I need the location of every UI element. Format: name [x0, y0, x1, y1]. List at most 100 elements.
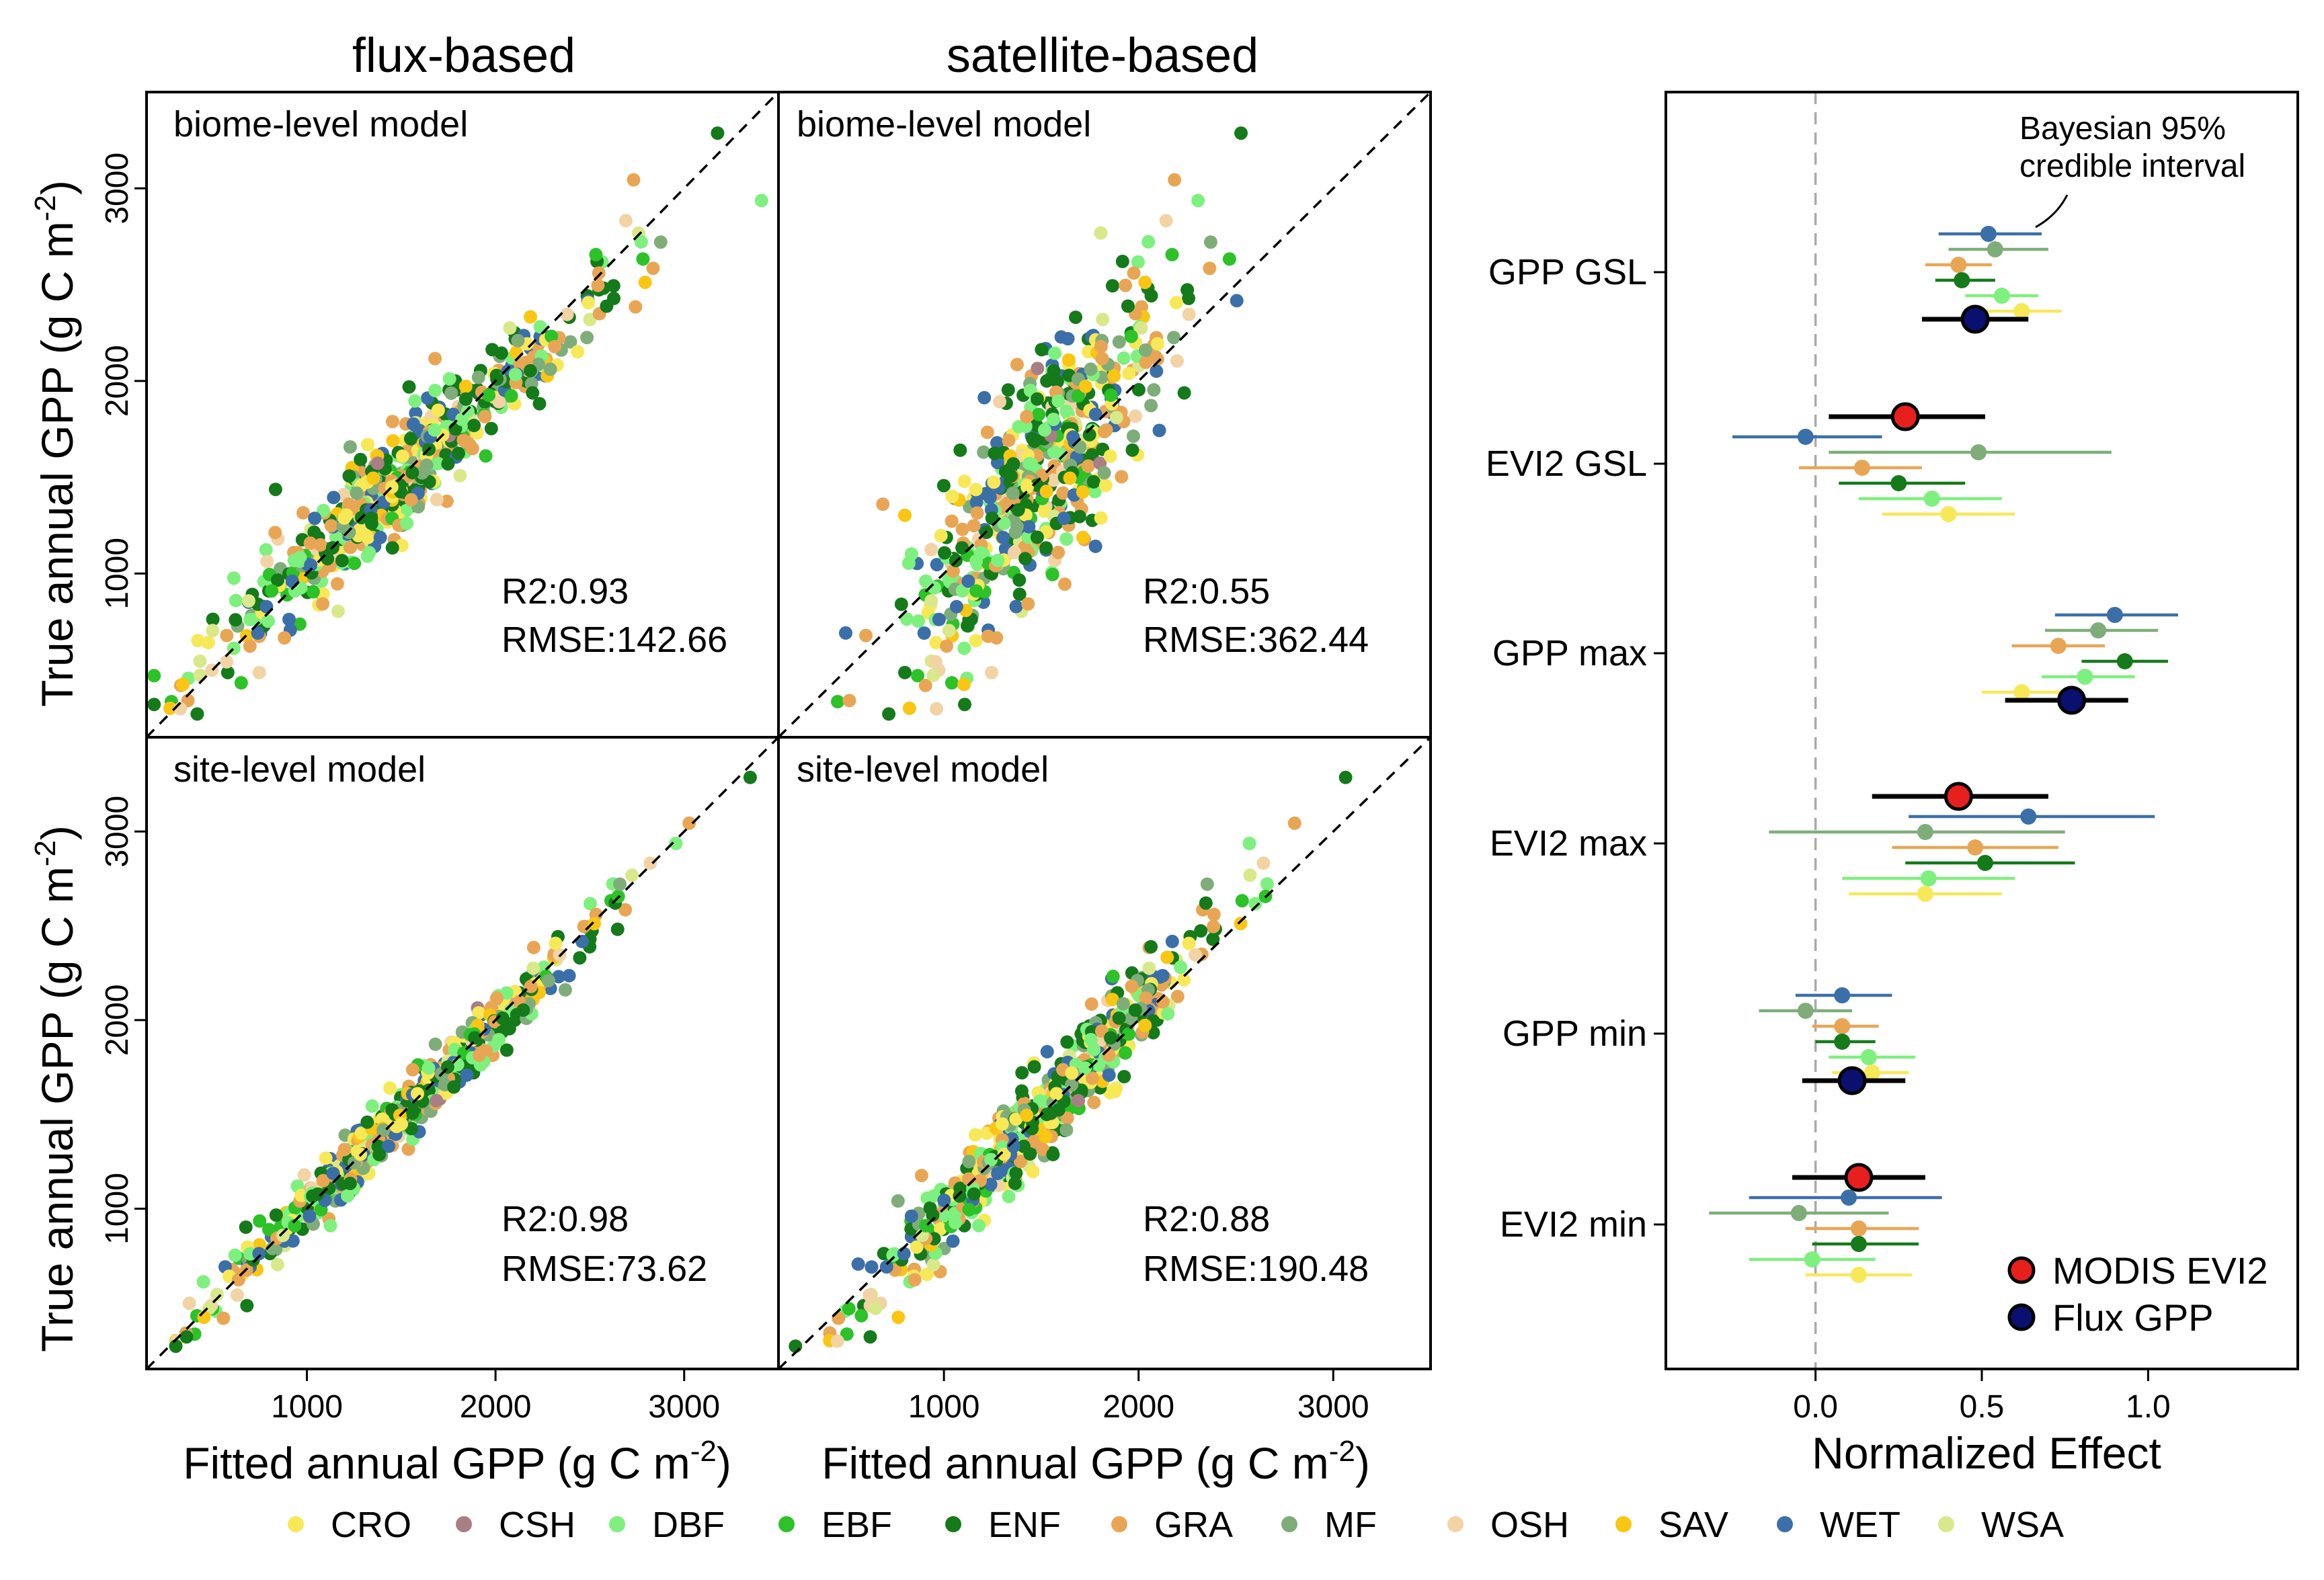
scatter-point: [912, 614, 925, 628]
scatter-point: [402, 380, 416, 394]
x-tick-label: 2000: [460, 1389, 532, 1425]
scatter-point: [265, 584, 279, 598]
scatter-point: [313, 538, 327, 552]
biome-estimate-point: [1917, 886, 1933, 902]
scatter-point: [376, 1123, 391, 1137]
biome-estimate-point: [1834, 987, 1851, 1003]
scatter-point: [610, 922, 625, 936]
scatter-point: [967, 1187, 981, 1201]
scatter-point: [1104, 388, 1118, 402]
scatter-point: [1182, 936, 1196, 950]
scatter-point: [592, 266, 606, 280]
scatter-point: [1078, 379, 1092, 393]
forest-group-label: GPP max: [1492, 633, 1647, 673]
scatter-point: [1124, 329, 1138, 343]
scatter-point: [1103, 449, 1117, 463]
scatter-point: [428, 1037, 442, 1051]
biome-legend-label: GRA: [1154, 1505, 1233, 1545]
scatter-point: [879, 1260, 893, 1274]
scatter-point: [344, 540, 358, 554]
biome-legend-label: WET: [1820, 1505, 1900, 1545]
scatter-point: [1026, 1165, 1040, 1179]
panel-label-satellite-site: site-level model: [797, 749, 1049, 790]
scatter-point: [1122, 1027, 1135, 1041]
scatter-point: [176, 677, 190, 692]
scatter-point: [1112, 335, 1126, 349]
scatter-point: [636, 252, 650, 266]
scatter-point: [842, 1302, 856, 1316]
scatter-point: [303, 1209, 317, 1223]
scatter-point: [324, 519, 338, 533]
scatter-point: [306, 1189, 320, 1203]
scatter-point: [323, 1218, 337, 1233]
scatter-point: [930, 558, 944, 572]
scatter-point: [196, 1275, 210, 1289]
scatter-point: [541, 974, 555, 988]
scatter-point: [1026, 431, 1040, 446]
r2-flux-biome: R2:0.93: [502, 571, 629, 612]
scatter-point: [1126, 429, 1140, 443]
scatter-point: [1051, 394, 1066, 408]
scatter-point: [276, 1229, 290, 1243]
scatter-point: [1105, 993, 1119, 1007]
biome-estimate-point: [1864, 1065, 1880, 1081]
scatter-point: [910, 1240, 924, 1254]
scatter-point: [1131, 382, 1146, 397]
scatter-point: [917, 626, 931, 640]
scatter-point: [259, 543, 273, 557]
biome-legend-label: CSH: [499, 1505, 575, 1545]
scatter-point: [285, 574, 299, 588]
scatter-point: [193, 668, 207, 682]
scatter-point: [270, 1257, 284, 1272]
biome-estimate-point: [2050, 638, 2067, 654]
forest-group-label: GPP GSL: [1488, 252, 1647, 292]
scatter-point: [411, 1087, 424, 1101]
scatter-point: [1011, 503, 1025, 517]
scatter-point: [1039, 485, 1053, 499]
scatter-point: [589, 247, 603, 261]
biome-estimate-point: [1923, 491, 1940, 507]
scatter-point: [261, 614, 275, 628]
biome-estimate-point: [1804, 1251, 1820, 1267]
scatter-point: [831, 695, 844, 708]
biome-estimate-point: [1993, 288, 2010, 304]
scatter-point: [304, 558, 318, 572]
scatter-point: [869, 1301, 883, 1315]
biome-estimate-point: [1940, 506, 1957, 522]
scatter-point: [1152, 423, 1166, 438]
scatter-point: [970, 506, 984, 520]
scatter-point: [337, 1142, 352, 1157]
scatter-point: [972, 1218, 986, 1233]
scatter-point: [1203, 261, 1217, 276]
scatter-point: [969, 483, 983, 497]
y-tick-label: 1000: [99, 1173, 135, 1245]
scatter-point: [526, 386, 540, 400]
scatter-point: [1036, 1142, 1050, 1157]
scatter-point: [1006, 486, 1020, 500]
rmse-flux-biome: RMSE:142.66: [502, 620, 727, 660]
scatter-point: [385, 541, 399, 555]
scatter-point: [1047, 413, 1061, 426]
scatter-point: [179, 1330, 194, 1344]
scatter-point: [316, 1173, 330, 1188]
scatter-point: [1084, 997, 1098, 1011]
scatter-point: [430, 493, 444, 507]
scatter-point: [991, 1167, 1005, 1180]
scatter-point: [1165, 247, 1179, 261]
biome-legend-label: CRO: [331, 1505, 411, 1545]
scatter-point: [927, 1189, 941, 1203]
scatter-point: [1009, 1112, 1023, 1126]
scatter-point: [1119, 278, 1133, 292]
scatter-point: [1116, 997, 1130, 1011]
scatter-point: [1018, 552, 1032, 566]
scatter-point: [1159, 214, 1173, 228]
scatter-point: [854, 1308, 869, 1323]
y-tick-label: 3000: [99, 153, 135, 224]
scatter-point: [1087, 1095, 1101, 1110]
panel-satellite-site: 1000 2000 3000: [777, 736, 1432, 1425]
scatter-point: [221, 665, 235, 679]
scatter-point: [262, 1222, 276, 1237]
scatter-point: [395, 1117, 409, 1131]
scatter-point: [361, 438, 374, 452]
scatter-point: [996, 530, 1010, 544]
